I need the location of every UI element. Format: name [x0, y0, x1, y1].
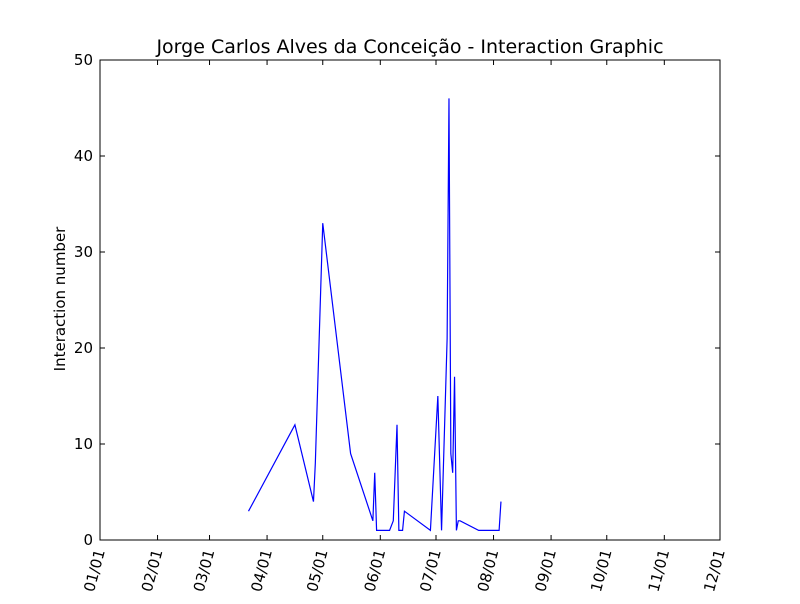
x-tick-label: 11/01: [645, 547, 674, 593]
x-tick-label: 10/01: [587, 547, 616, 593]
y-tick-label: 10: [74, 435, 93, 453]
x-tick-label: 06/01: [361, 547, 390, 593]
x-tick-label: 04/01: [247, 547, 276, 593]
series-line: [247, 98, 502, 532]
y-tick-label: 50: [74, 51, 93, 69]
series-layer: [247, 98, 502, 532]
y-tick-label: 40: [74, 147, 93, 165]
x-tick-label: 07/01: [416, 547, 445, 593]
ticks-layer: 01/01 02/01 03/01 04/01 05/01 06/01 07/01 08/01…: [74, 51, 729, 594]
x-tick-label: 08/01: [474, 547, 503, 593]
x-tick-label: 03/01: [190, 547, 219, 593]
x-tick-label: 01/01: [80, 547, 109, 593]
y-tick-label: 20: [74, 339, 93, 357]
x-tick-label: 02/01: [138, 547, 167, 593]
chart-title: Jorge Carlos Alves da Conceição - Intera…: [155, 36, 663, 58]
x-tick-label: 09/01: [531, 547, 560, 593]
y-axis-label: Interaction number: [51, 226, 69, 372]
plot-frame: [99, 59, 721, 541]
y-tick-label: 0: [83, 531, 93, 549]
x-tick-label: 05/01: [303, 547, 332, 593]
y-tick-label: 30: [74, 243, 93, 261]
x-tick-label: 12/01: [700, 547, 729, 593]
